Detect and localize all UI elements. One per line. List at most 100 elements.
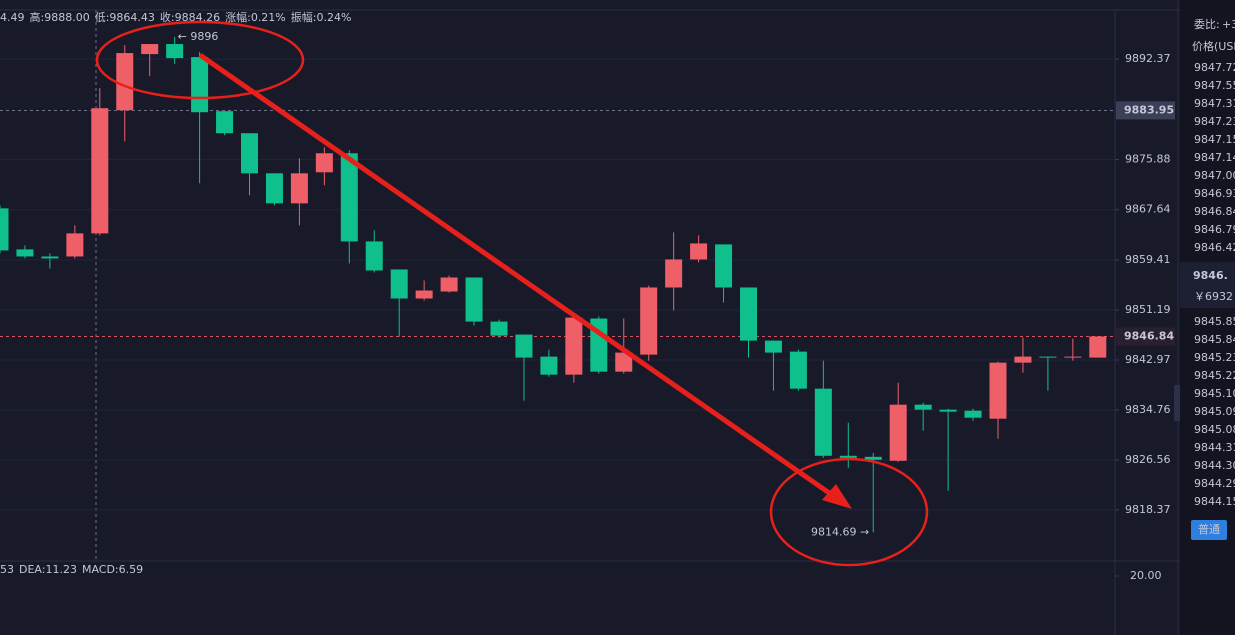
header-item: 低:9864.43 bbox=[95, 11, 155, 24]
candle-body bbox=[216, 111, 234, 134]
y-tick-label: 9867.64 bbox=[1125, 203, 1171, 216]
candle-body bbox=[665, 259, 683, 288]
book-ratio: +3 bbox=[1222, 18, 1235, 31]
candle-body bbox=[490, 321, 508, 336]
y-tick-label: 9859.41 bbox=[1125, 253, 1171, 266]
macd-item: 53 bbox=[0, 563, 14, 576]
ask-price: 9847.72 bbox=[1194, 61, 1235, 74]
candle-body bbox=[315, 153, 333, 173]
bid-price: 9845.22 bbox=[1194, 369, 1235, 382]
bid-price: 9845.08 bbox=[1194, 423, 1235, 436]
candle-body bbox=[565, 317, 583, 375]
mid-band bbox=[1180, 262, 1235, 308]
price-tag-label: 9883.95 bbox=[1124, 103, 1174, 116]
candle-body bbox=[789, 351, 807, 389]
candle-body bbox=[0, 208, 9, 251]
bid-price: 9845.84 bbox=[1194, 333, 1235, 346]
ask-price: 9847.00 bbox=[1194, 169, 1235, 182]
mode-button[interactable] bbox=[1191, 520, 1227, 540]
candle-body bbox=[740, 287, 757, 341]
y-tick-label: 9851.19 bbox=[1125, 303, 1171, 316]
candle-body bbox=[390, 269, 408, 299]
macd-item: MACD:6.59 bbox=[82, 563, 143, 576]
chart-background bbox=[0, 0, 1180, 635]
candle-body bbox=[141, 44, 159, 55]
candle-body bbox=[191, 57, 209, 113]
ask-price: 9847.23 bbox=[1194, 115, 1235, 128]
low-label: 9814.69 → bbox=[811, 525, 869, 538]
candle-body bbox=[715, 244, 733, 288]
candle-body bbox=[1089, 336, 1107, 358]
candle-body bbox=[914, 404, 932, 410]
candle-body bbox=[1014, 356, 1032, 363]
header-item: 4.49 bbox=[0, 11, 25, 24]
candle-body bbox=[615, 352, 633, 372]
price-tag-label: 9846.84 bbox=[1124, 329, 1174, 342]
y-tick-label: 9875.88 bbox=[1125, 153, 1171, 166]
plot: 9892.37 9875.88 9867.64 9859.41 9851.19 9842.… bbox=[0, 30, 1175, 538]
candle-body bbox=[265, 173, 283, 204]
y-tick-label: 9842.97 bbox=[1125, 353, 1171, 366]
y-tick-label: 9892.37 bbox=[1125, 52, 1171, 65]
candle-body bbox=[964, 410, 982, 418]
candle-body bbox=[515, 334, 533, 358]
candle-body bbox=[764, 340, 782, 353]
bid-price: 9844.29 bbox=[1194, 477, 1235, 490]
bid-price: 9845.23 bbox=[1194, 351, 1235, 364]
highlight-circle bbox=[95, 20, 305, 100]
ask-price: 9847.15 bbox=[1194, 133, 1235, 146]
book-title: 委比: bbox=[1194, 18, 1220, 31]
candle-body bbox=[116, 53, 134, 111]
ask-price: 9847.55 bbox=[1194, 79, 1235, 92]
candle-body bbox=[241, 133, 258, 174]
candle-body bbox=[166, 44, 184, 59]
candle-body bbox=[365, 241, 383, 271]
bid-price: 9845.09 bbox=[1194, 405, 1235, 418]
header-item: 收:9884.26 bbox=[160, 10, 220, 24]
ask-price: 9846.93 bbox=[1194, 187, 1235, 200]
high-label: ← 9896 bbox=[178, 30, 219, 43]
order-book: 委比:+3 价格(USD 9847.72 9847.55 9847.31 9847.23 9… bbox=[1180, 18, 1235, 540]
ask-price: 9847.14 bbox=[1194, 151, 1235, 164]
bid-price: 9844.15 bbox=[1194, 495, 1235, 508]
ask-price: 9846.42 bbox=[1194, 241, 1235, 254]
bid-price: 9844.30 bbox=[1194, 459, 1235, 472]
candle-body bbox=[440, 277, 458, 292]
candle-body bbox=[540, 356, 558, 375]
header-item: 涨幅:0.21% bbox=[225, 11, 286, 24]
mid-cny: ￥6932 bbox=[1194, 290, 1233, 303]
trend-arrow bbox=[198, 52, 837, 500]
candle-body bbox=[66, 233, 84, 257]
bid-price: 9845.85 bbox=[1194, 315, 1235, 328]
collapse-handle[interactable] bbox=[1174, 385, 1180, 421]
candle-body bbox=[290, 173, 308, 204]
arrow-head bbox=[822, 484, 852, 509]
mode-button-label[interactable]: 普通 bbox=[1198, 522, 1220, 536]
mid-price: 9846. bbox=[1193, 269, 1228, 282]
candle-body bbox=[889, 404, 907, 461]
price-tag bbox=[1116, 101, 1175, 120]
macd-panel: 53 DEA:11.23 MACD:6.59 20.00 bbox=[0, 563, 1162, 582]
candle-body bbox=[939, 409, 957, 412]
highlight-circle bbox=[769, 457, 929, 567]
candle-body bbox=[864, 456, 882, 460]
macd-item: DEA:11.23 bbox=[19, 563, 77, 576]
ask-price: 9847.31 bbox=[1194, 97, 1235, 110]
candle-body bbox=[340, 153, 358, 242]
candle-body bbox=[415, 290, 433, 299]
candle-body bbox=[814, 388, 832, 456]
y-tick-label: 9818.37 bbox=[1125, 503, 1171, 516]
bid-price: 9845.10 bbox=[1194, 387, 1235, 400]
y-tick-label: 9826.56 bbox=[1125, 453, 1171, 466]
candle-body bbox=[465, 277, 483, 322]
candle-body bbox=[640, 287, 658, 355]
header-item: 振幅:0.24% bbox=[291, 10, 352, 24]
ask-price: 9846.79 bbox=[1194, 223, 1235, 236]
candle-body bbox=[16, 249, 34, 257]
y-tick-label: 20.00 bbox=[1130, 569, 1162, 582]
header-item: 高:9888.00 bbox=[30, 10, 90, 24]
y-tick-label: 9834.76 bbox=[1125, 403, 1171, 416]
candle-body bbox=[1064, 356, 1082, 358]
ask-price: 9846.84 bbox=[1194, 205, 1235, 218]
header: 4.49 高:9888.00 低:9864.43 收:9884.26 涨幅:0.21% 振… bbox=[0, 10, 351, 24]
